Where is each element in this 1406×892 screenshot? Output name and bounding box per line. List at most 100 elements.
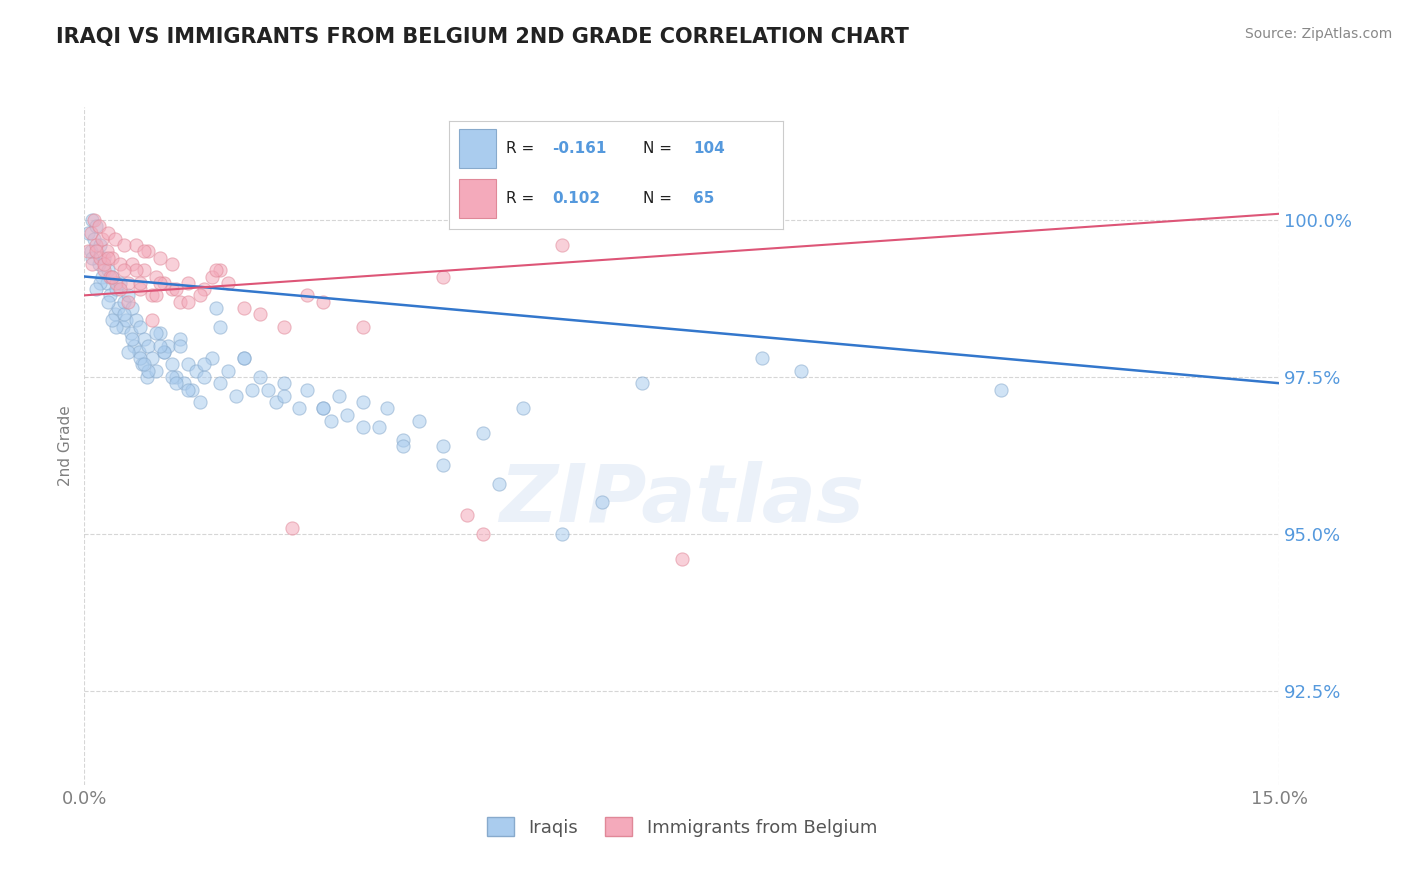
Point	[165, 376, 187, 391]
Point	[201, 351, 224, 365]
Point	[169, 338, 191, 352]
Point	[217, 364, 239, 378]
Point	[392, 439, 415, 453]
Point	[336, 408, 359, 422]
Point	[256, 383, 278, 397]
Point	[86, 238, 108, 252]
Point	[131, 358, 153, 372]
Point	[240, 383, 263, 397]
Point	[631, 376, 654, 391]
Point	[141, 288, 163, 302]
Point	[117, 288, 139, 302]
Point	[80, 244, 103, 259]
Point	[111, 319, 134, 334]
Point	[280, 520, 302, 534]
Point	[456, 508, 478, 522]
Point	[87, 257, 110, 271]
Point	[671, 552, 693, 566]
Point	[112, 263, 135, 277]
Point	[273, 319, 295, 334]
Point	[101, 251, 124, 265]
Point	[129, 282, 152, 296]
Point	[145, 269, 167, 284]
Point	[352, 319, 374, 334]
Point	[112, 238, 135, 252]
Point	[97, 263, 120, 277]
Point	[104, 307, 127, 321]
Point	[121, 301, 143, 315]
Point	[432, 269, 454, 284]
Point	[177, 294, 200, 309]
Point	[208, 263, 231, 277]
Point	[87, 219, 110, 234]
Point	[160, 358, 183, 372]
Point	[205, 301, 228, 315]
Point	[89, 276, 111, 290]
Point	[128, 344, 150, 359]
Point	[125, 263, 148, 277]
Point	[232, 351, 254, 365]
Point	[225, 389, 247, 403]
Point	[297, 383, 319, 397]
Point	[145, 364, 167, 378]
Point	[321, 414, 343, 428]
Y-axis label: 2nd Grade: 2nd Grade	[58, 406, 73, 486]
Point	[169, 332, 191, 346]
Point	[110, 282, 132, 296]
Text: ZIPatlas: ZIPatlas	[499, 461, 865, 540]
Point	[93, 251, 115, 265]
Point	[86, 282, 108, 296]
Point	[90, 269, 112, 284]
Point	[149, 276, 172, 290]
Point	[205, 263, 228, 277]
Point	[101, 269, 124, 284]
Point	[551, 527, 574, 541]
Point	[193, 282, 215, 296]
Point	[107, 301, 129, 315]
Point	[273, 376, 295, 391]
Point	[121, 332, 143, 346]
Point	[93, 257, 115, 271]
Point	[264, 395, 287, 409]
Point	[101, 313, 124, 327]
Point	[432, 458, 454, 472]
Point	[165, 282, 187, 296]
Point	[89, 251, 111, 265]
Point	[110, 257, 132, 271]
Point	[82, 213, 104, 227]
Point	[208, 376, 231, 391]
Point	[135, 370, 157, 384]
Point	[125, 313, 148, 327]
Point	[297, 288, 319, 302]
Point	[153, 344, 176, 359]
Point	[471, 527, 494, 541]
Point	[232, 301, 254, 315]
Point	[181, 383, 204, 397]
Point	[121, 257, 143, 271]
Point	[96, 276, 118, 290]
Point	[432, 439, 454, 453]
Point	[90, 232, 112, 246]
Point	[188, 288, 211, 302]
Point	[129, 319, 152, 334]
Point	[77, 226, 100, 240]
Point	[153, 276, 176, 290]
Point	[149, 338, 172, 352]
Point	[98, 288, 121, 302]
Point	[165, 370, 187, 384]
Point	[132, 263, 156, 277]
Point	[110, 276, 132, 290]
Point	[471, 426, 494, 441]
Point	[105, 319, 128, 334]
Point	[157, 338, 180, 352]
Point	[177, 383, 200, 397]
Point	[160, 282, 183, 296]
Point	[352, 395, 374, 409]
Point	[790, 364, 813, 378]
Point	[129, 276, 152, 290]
Point	[132, 358, 156, 372]
Point	[136, 364, 159, 378]
Point	[312, 294, 335, 309]
Point	[120, 326, 142, 340]
Point	[249, 307, 271, 321]
